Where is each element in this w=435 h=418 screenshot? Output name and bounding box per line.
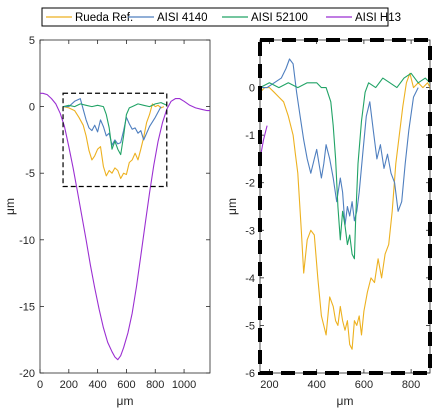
left-xtick-label: 600 xyxy=(117,379,135,391)
right-ytick-label: -5 xyxy=(245,320,255,332)
right-panel: 0 -1 -2 -3 -4 -5 -6 200 400 600 800 μm μm xyxy=(225,38,432,408)
right-series-aisi4140 xyxy=(260,58,419,227)
right-xtick-label: 200 xyxy=(260,379,278,391)
left-ytick-label: -15 xyxy=(19,301,35,313)
left-series-aisi52100 xyxy=(62,102,168,156)
right-ytick-label: -4 xyxy=(245,273,255,285)
right-series-aisi52100 xyxy=(260,72,430,260)
zoom-frame-border xyxy=(258,38,432,375)
right-ytick-label: -2 xyxy=(245,178,255,190)
right-series-group xyxy=(260,58,430,350)
left-xtick-label: 200 xyxy=(60,379,78,391)
right-ylabel: μm xyxy=(225,198,239,215)
zoom-region-box xyxy=(62,92,168,188)
right-ytick-label: -3 xyxy=(245,225,255,237)
left-ylabel: μm xyxy=(3,198,17,215)
right-ytick-label: -6 xyxy=(245,368,255,380)
right-xtick-label: 400 xyxy=(307,379,325,391)
legend: Rueda Ref. AISI 4140 AISI 52100 AISI H13 xyxy=(41,7,401,27)
left-axes-box xyxy=(39,39,211,374)
left-xtick-label: 1000 xyxy=(172,379,196,391)
left-series-aisih13 xyxy=(40,92,210,361)
legend-label-aisih13: AISI H13 xyxy=(355,12,401,24)
right-xlabel: μm xyxy=(337,394,354,408)
left-ytick-label: 0 xyxy=(29,102,35,114)
left-ytick-label: -20 xyxy=(19,368,35,380)
left-xtick-label: 800 xyxy=(146,379,164,391)
left-ytick-label: -10 xyxy=(19,235,35,247)
right-ytick-label: 0 xyxy=(249,83,255,95)
left-ytick-label: 5 xyxy=(29,35,35,47)
left-ytick-label: -5 xyxy=(25,168,35,180)
right-series-rueda xyxy=(260,72,430,350)
legend-label-aisi4140: AISI 4140 xyxy=(157,12,208,24)
left-series-rueda xyxy=(62,103,165,180)
left-xtick-label: 400 xyxy=(88,379,106,391)
left-xlabel: μm xyxy=(117,394,134,408)
right-axes-box xyxy=(259,39,431,374)
right-ytick-label: -1 xyxy=(245,130,255,142)
legend-label-aisi52100: AISI 52100 xyxy=(251,12,308,24)
left-series-group xyxy=(40,92,210,361)
legend-box xyxy=(41,7,389,27)
legend-label-rueda: Rueda Ref. xyxy=(75,12,133,24)
right-xtick-label: 800 xyxy=(402,379,420,391)
right-xtick-label: 600 xyxy=(355,379,373,391)
left-xtick-label: 0 xyxy=(37,379,43,391)
